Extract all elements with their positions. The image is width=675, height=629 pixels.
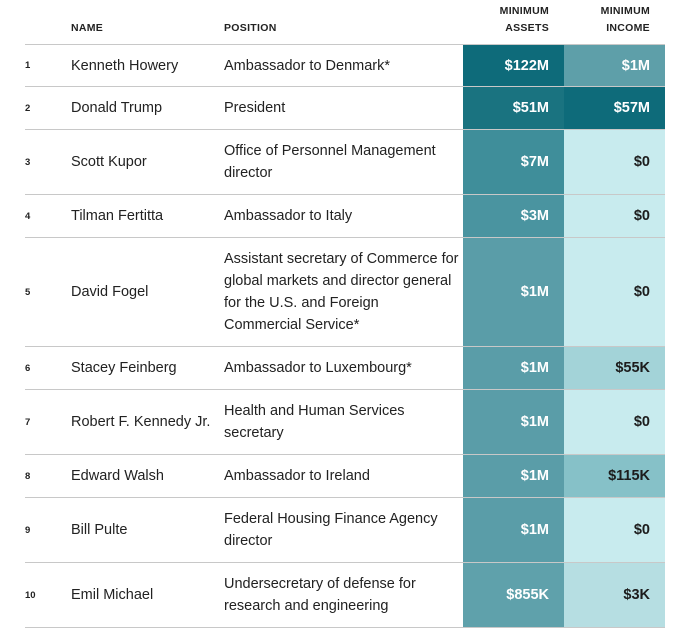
row-assets: $1M [463, 347, 564, 389]
row-position: Undersecretary of defense for research a… [224, 576, 416, 614]
row-position: Office of Personnel Management director [224, 143, 436, 181]
row-rank: 9 [25, 524, 31, 536]
row-position: Ambassador to Luxembourg* [224, 360, 412, 376]
row-income: $1M [564, 45, 665, 86]
row-position: Ambassador to Denmark* [224, 57, 391, 74]
header-minimum-income: MINIMUM INCOME [565, 3, 650, 37]
row-name: Scott Kupor [71, 154, 147, 170]
row-name: David Fogel [71, 284, 149, 300]
row-name: Kenneth Howery [71, 57, 179, 74]
row-name: Edward Walsh [71, 468, 164, 484]
table-row: 1 Kenneth Howery Ambassador to Denmark* … [25, 44, 665, 87]
row-position: President [224, 100, 286, 116]
row-position: Ambassador to Ireland [224, 468, 370, 484]
row-assets: $1M [463, 390, 564, 454]
row-position: Ambassador to Italy [224, 208, 353, 224]
row-income: $115K [564, 455, 665, 497]
row-income: $3K [564, 563, 665, 627]
row-position: Assistant secretary of Commerce for glob… [224, 251, 459, 333]
row-assets: $7M [463, 130, 564, 194]
row-rank: 6 [25, 362, 31, 374]
header-assets-line1: MINIMUM [499, 5, 549, 17]
header-name: NAME [71, 22, 104, 34]
row-assets: $122M [463, 45, 564, 86]
row-income: $0 [564, 498, 665, 562]
header-position: POSITION [224, 22, 277, 34]
header-minimum-assets: MINIMUM ASSETS [463, 3, 549, 37]
row-rank: 2 [25, 102, 31, 114]
row-income: $0 [564, 390, 665, 454]
table-header: NAME POSITION MINIMUM ASSETS MINIMUM INC… [0, 0, 675, 44]
table-row: 6 Stacey Feinberg Ambassador to Luxembou… [25, 347, 665, 390]
row-name: Bill Pulte [71, 522, 128, 538]
row-position: Health and Human Services secretary [224, 403, 405, 441]
table-row: 3 Scott Kupor Office of Personnel Manage… [25, 130, 665, 195]
row-income: $57M [564, 87, 665, 129]
row-rank: 3 [25, 156, 31, 168]
row-rank: 10 [25, 589, 36, 601]
table-row: 8 Edward Walsh Ambassador to Ireland $1M… [25, 455, 665, 498]
row-rank: 7 [25, 416, 31, 428]
table-row: 7 Robert F. Kennedy Jr. Health and Human… [25, 390, 665, 455]
header-income-line2: INCOME [606, 22, 650, 34]
row-name: Emil Michael [71, 587, 154, 603]
row-rank: 8 [25, 470, 31, 482]
row-rank: 5 [25, 286, 31, 298]
row-rank: 4 [25, 210, 31, 222]
row-assets: $1M [463, 498, 564, 562]
row-name: Donald Trump [71, 100, 163, 116]
row-assets: $1M [463, 238, 564, 346]
row-assets: $51M [463, 87, 564, 129]
row-income: $0 [564, 195, 665, 237]
row-assets: $855K [463, 563, 564, 627]
row-name: Tilman Fertitta [71, 208, 164, 224]
row-income: $0 [564, 130, 665, 194]
row-position: Federal Housing Finance Agency director [224, 511, 438, 549]
table-row: 2 Donald Trump President $51M $57M [25, 87, 665, 130]
table-row: 5 David Fogel Assistant secretary of Com… [25, 238, 665, 347]
table-row: 4 Tilman Fertitta Ambassador to Italy $3… [25, 195, 665, 238]
row-income: $0 [564, 238, 665, 346]
table-row: 9 Bill Pulte Federal Housing Finance Age… [25, 498, 665, 563]
row-name: Robert F. Kennedy Jr. [71, 414, 211, 430]
table-row: 10 Emil Michael Undersecretary of defens… [25, 563, 665, 628]
header-assets-line2: ASSETS [505, 22, 549, 34]
header-income-line1: MINIMUM [600, 5, 650, 17]
row-assets: $3M [463, 195, 564, 237]
row-name: Stacey Feinberg [71, 360, 177, 376]
row-rank: 1 [25, 60, 31, 71]
row-income: $55K [564, 347, 665, 389]
row-assets: $1M [463, 455, 564, 497]
